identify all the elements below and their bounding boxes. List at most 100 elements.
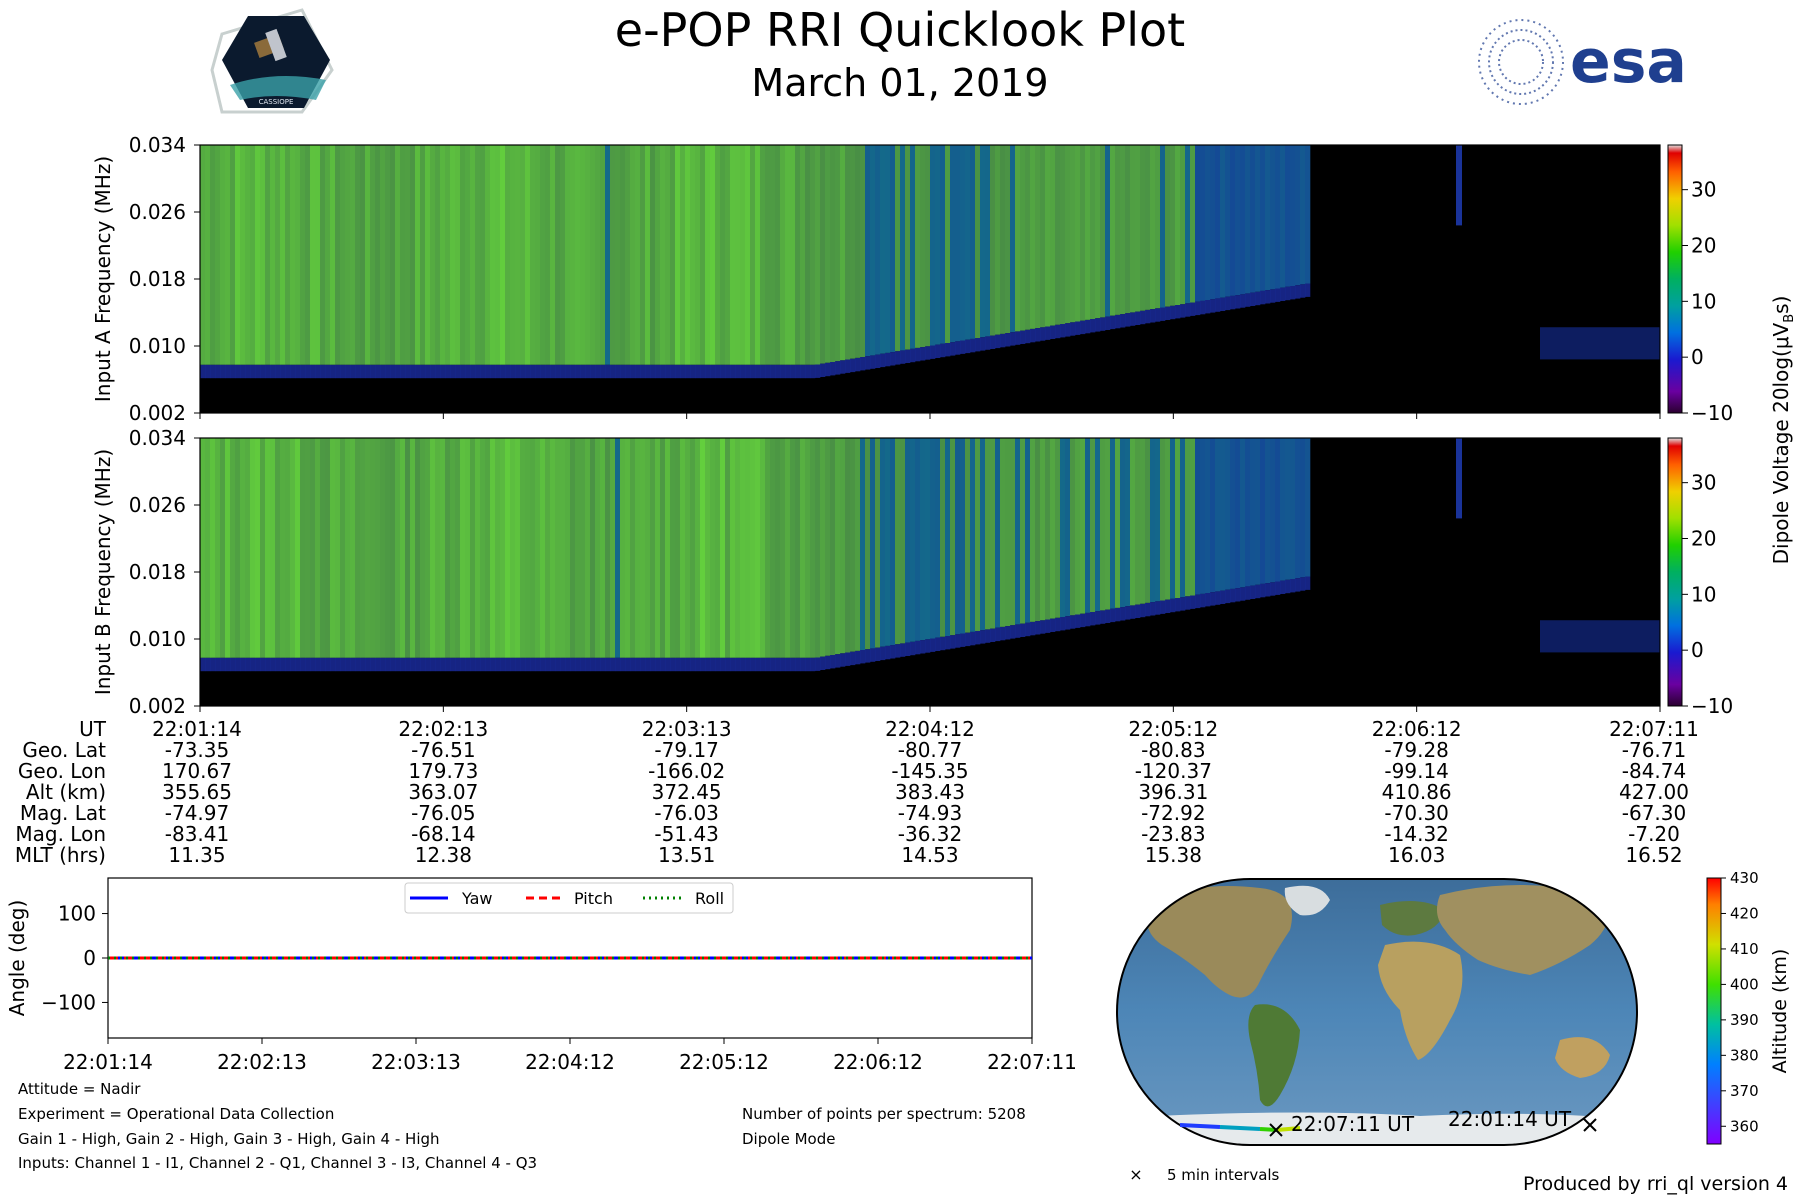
attitude-ylabel: Angle (deg): [5, 900, 29, 1017]
ephemeris-row-label: Geo. Lon: [18, 759, 106, 783]
spectrogram-column: [1115, 438, 1121, 608]
spectrogram-column: [505, 438, 511, 658]
spectrogram-column: [315, 657, 321, 672]
spectrogram-column: [500, 145, 506, 365]
spectrogram-column: [345, 438, 351, 658]
spectrogram-column: [1025, 329, 1031, 344]
spectrogram-column: [1075, 614, 1081, 628]
spectrogram-column: [330, 364, 336, 379]
spectrogram-column: [1090, 438, 1096, 612]
spectrogram-column: [1225, 296, 1231, 311]
spectrogram-column: [235, 145, 241, 365]
spectrogram-column: [725, 657, 731, 672]
spectrogram-b-yaxis: 0.034 0.026 0.018 0.010 0.002 Input B Fr…: [91, 426, 200, 718]
spectrogram-column: [510, 438, 516, 658]
spectrogram-column: [1000, 145, 1006, 334]
altitude-tick-label: 370: [1730, 1082, 1759, 1100]
spectrogram-column: [885, 645, 891, 660]
spectrogram-column: [485, 657, 491, 672]
spectrogram-column: [540, 145, 546, 365]
spectrogram-column: [820, 145, 826, 364]
spectrogram-column: [1280, 438, 1286, 581]
ephemeris-cell: 11.35: [168, 843, 225, 867]
spectrogram-column: [1165, 145, 1171, 307]
spectrogram-column: [620, 438, 626, 658]
cassiope-logo: CASSIOPE: [210, 8, 334, 114]
spectrogram-column: [760, 438, 766, 658]
spectrogram-column: [1130, 605, 1136, 619]
spectrogram-column: [505, 145, 511, 365]
cassiope-logo-text: CASSIOPE: [259, 98, 294, 106]
spectrogram-column: [925, 145, 931, 347]
spectrogram-column: [560, 657, 566, 672]
spectrogram-column: [1145, 602, 1151, 617]
ephemeris-cell: -166.02: [648, 759, 725, 783]
spectrogram-column: [750, 145, 756, 365]
esa-logo: esa: [1478, 19, 1687, 105]
spectrogram-column: [1020, 623, 1026, 637]
spectrogram-column: [545, 438, 551, 658]
spectrogram-column: [1265, 438, 1271, 584]
attitude-xtick-label: 22:02:13: [217, 1050, 307, 1074]
spectrogram-column: [400, 145, 406, 365]
spectrogram-column: [1070, 615, 1076, 629]
spectrogram-column: [915, 438, 921, 641]
spectrogram-column: [1165, 438, 1171, 600]
spectrogram-column: [555, 438, 561, 658]
spectrogram-column: [1235, 295, 1241, 309]
spectrogram-column: [1045, 326, 1051, 340]
spectrogram-column: [1130, 438, 1136, 606]
spectrogram-column: [325, 145, 331, 365]
spectrogram-column: [260, 657, 266, 672]
spectrogram-column: [460, 657, 466, 672]
spectrogram-column: [625, 145, 631, 365]
spectrogram-column: [965, 438, 971, 633]
ytick-label: 0.010: [129, 627, 186, 651]
colorbar-tick-label: 0: [1691, 345, 1704, 369]
spectrogram-column: [535, 438, 541, 658]
spectrogram-column: [415, 364, 421, 379]
spectrogram-column: [305, 438, 311, 658]
spectrogram-column: [1135, 438, 1141, 605]
spectrogram-column: [1190, 145, 1196, 303]
spectrogram-column: [1255, 145, 1261, 292]
spectrogram-column: [1225, 145, 1231, 297]
spectrogram-column: [1045, 619, 1051, 633]
spectrogram-column: [325, 438, 331, 658]
spectrogram-column: [430, 364, 436, 379]
spectrogram-column: [695, 438, 701, 658]
spectrogram-column: [710, 145, 716, 365]
spectrogram-column: [405, 657, 411, 672]
spectrogram-column: [675, 145, 681, 365]
spectrogram-column: [1015, 438, 1021, 625]
spectrogram-column: [425, 145, 431, 365]
spectrogram-column: [1100, 317, 1106, 331]
spectrogram-column: [420, 145, 426, 365]
spectrogram-column: [365, 145, 371, 365]
ephemeris-cell: 22:04:12: [885, 717, 975, 741]
spectrogram-column: [560, 364, 566, 379]
spectrogram-column: [1135, 311, 1141, 325]
spectrogram-column: [480, 145, 486, 365]
spectrogram-column: [1195, 438, 1201, 595]
ephemeris-cell: 427.00: [1619, 780, 1689, 804]
spectrogram-column: [1180, 304, 1186, 318]
spectrogram-column: [645, 145, 651, 365]
spectrogram-column: [225, 145, 231, 365]
spectrogram-column: [755, 145, 761, 365]
spectrogram-column: [1125, 438, 1131, 607]
spectrogram-column: [1005, 333, 1011, 347]
spectrogram-column: [1120, 145, 1126, 315]
spectrogram-column: [590, 145, 596, 365]
spectrogram-column: [225, 438, 231, 658]
ephemeris-cell: 410.86: [1382, 780, 1452, 804]
spectrogram-column: [475, 145, 481, 365]
spectrogram-column: [1115, 145, 1121, 315]
spectrogram-column: [1270, 582, 1276, 596]
spectrogram-column: [665, 145, 671, 365]
spectrogram-column: [1065, 616, 1071, 630]
spectrogram-column: [400, 364, 406, 379]
spectrogram-column: [905, 145, 911, 350]
colorbar-tick-label: −10: [1691, 694, 1733, 718]
spectrogram-column: [1285, 438, 1291, 580]
